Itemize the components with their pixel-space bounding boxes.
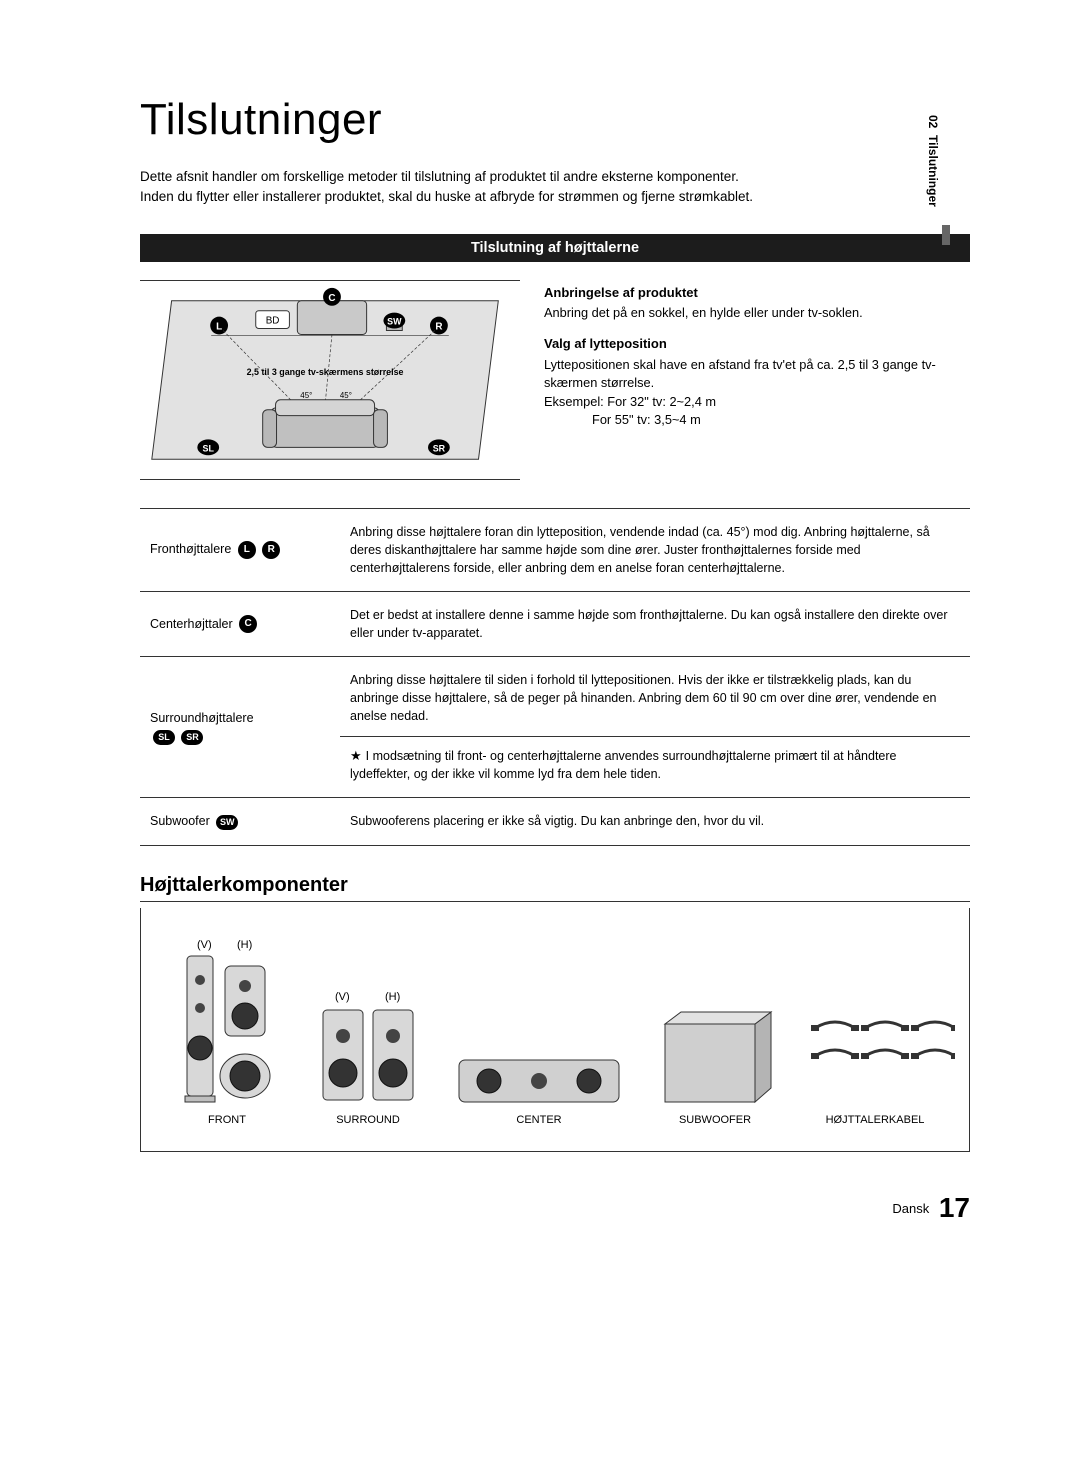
table-row: Surroundhøjttalere SL SR Anbring disse h…: [140, 657, 970, 798]
svg-text:(V): (V): [335, 991, 350, 1003]
svg-text:SW: SW: [387, 316, 402, 326]
svg-text:FRONT: FRONT: [208, 1114, 246, 1126]
badge-r-icon: R: [262, 541, 280, 559]
placement-h2: Valg af lytteposition: [544, 335, 970, 354]
svg-text:R: R: [435, 321, 442, 332]
speaker-layout-diagram: BD C L R SW 2,5 til 3 gange tv-skærmens …: [140, 280, 520, 480]
table-row: Fronthøjttalere L R Anbring disse højtta…: [140, 508, 970, 591]
front-label: Fronthøjttalere L R: [140, 508, 340, 591]
placement-p2b: Eksempel: For 32" tv: 2~2,4 m: [544, 393, 970, 412]
badge-sl-icon: SL: [153, 730, 175, 745]
placement-p2c: For 55" tv: 3,5~4 m: [544, 411, 970, 430]
surround-text: Anbring disse højttalere til siden i for…: [340, 657, 970, 798]
svg-text:(H): (H): [385, 991, 400, 1003]
front-text: Anbring disse højttalere foran din lytte…: [340, 508, 970, 591]
center-text: Det er bedst at installere denne i samme…: [340, 591, 970, 656]
svg-text:C: C: [328, 292, 335, 303]
components-diagram: (V) (H) FRONT (V) (H) SURROUND: [140, 908, 970, 1152]
chapter-tab: 02 Tilslutninger: [918, 115, 940, 255]
svg-text:L: L: [216, 321, 222, 332]
tab-marker: [942, 225, 950, 245]
svg-text:(H): (H): [237, 939, 252, 951]
svg-text:HØJTTALERKABEL: HØJTTALERKABEL: [826, 1114, 925, 1126]
table-row: Subwoofer SW Subwooferens placering er i…: [140, 798, 970, 845]
chapter-number: 02: [926, 115, 940, 128]
badge-c-icon: C: [239, 615, 257, 633]
placement-text: Anbringelse af produktet Anbring det på …: [544, 280, 970, 480]
placement-p1: Anbring det på en sokkel, en hylde eller…: [544, 304, 970, 323]
footer-lang: Dansk: [892, 1201, 929, 1216]
page-number: 17: [939, 1192, 970, 1223]
chapter-label: Tilslutninger: [926, 135, 940, 207]
components-heading: Højttalerkomponenter: [140, 874, 970, 902]
page-footer: Dansk 17: [140, 1192, 970, 1224]
svg-text:45°: 45°: [340, 390, 352, 399]
svg-text:(V): (V): [197, 939, 212, 951]
svg-text:2,5 til 3 gange tv-skærmens st: 2,5 til 3 gange tv-skærmens størrelse: [247, 367, 404, 377]
star-icon: ★: [350, 748, 362, 763]
badge-l-icon: L: [238, 541, 256, 559]
surround-label: Surroundhøjttalere SL SR: [140, 657, 340, 798]
placement-p2a: Lyttepositionen skal have en afstand fra…: [544, 356, 970, 393]
section-heading: Tilslutning af højttalerne: [140, 234, 970, 262]
center-label: Centerhøjttaler C: [140, 591, 340, 656]
page-title: Tilslutninger: [140, 95, 970, 145]
svg-text:BD: BD: [266, 315, 280, 326]
svg-text:SURROUND: SURROUND: [336, 1114, 400, 1126]
svg-text:SR: SR: [433, 443, 446, 453]
svg-text:CENTER: CENTER: [516, 1114, 561, 1126]
table-row: Centerhøjttaler C Det er bedst at instal…: [140, 591, 970, 656]
intro-text: Dette afsnit handler om forskellige meto…: [140, 167, 840, 208]
svg-text:SL: SL: [203, 443, 215, 453]
speaker-table: Fronthøjttalere L R Anbring disse højtta…: [140, 508, 970, 846]
sub-text: Subwooferens placering er ikke så vigtig…: [340, 798, 970, 845]
svg-text:SUBWOOFER: SUBWOOFER: [679, 1114, 751, 1126]
badge-sw-icon: SW: [216, 815, 238, 830]
badge-sr-icon: SR: [181, 730, 203, 745]
placement-h1: Anbringelse af produktet: [544, 284, 970, 303]
svg-text:45°: 45°: [300, 390, 312, 399]
sub-label: Subwoofer SW: [140, 798, 340, 845]
